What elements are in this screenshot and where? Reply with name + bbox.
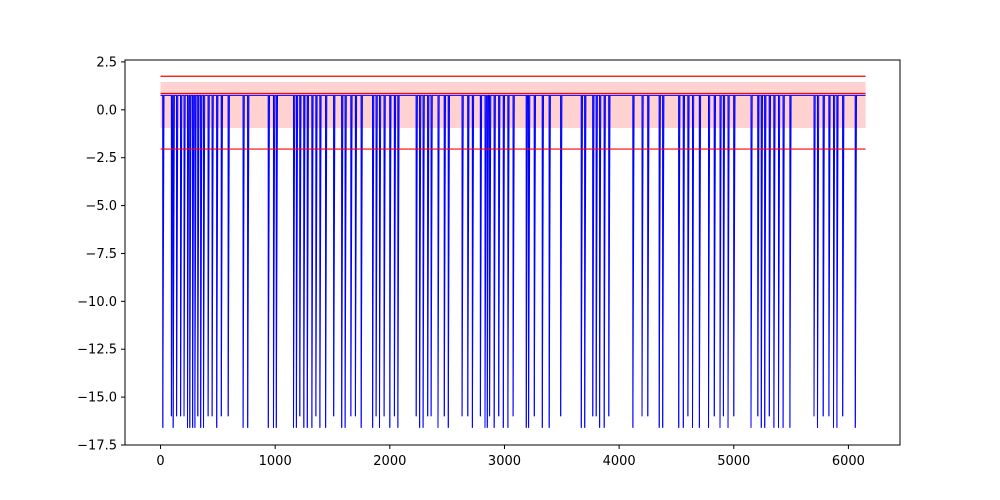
y-tick-label: 2.5 bbox=[96, 55, 117, 70]
signal-series-layer bbox=[160, 94, 866, 428]
x-tick-label: 0 bbox=[156, 454, 164, 469]
x-tick-label: 4000 bbox=[603, 454, 636, 469]
y-tick-label: −15.0 bbox=[77, 391, 117, 406]
y-tick-label: −7.5 bbox=[85, 247, 117, 262]
y-tick-label: −12.5 bbox=[77, 343, 117, 358]
reference-lines-layer bbox=[160, 75, 866, 150]
y-tick-label: −17.5 bbox=[77, 439, 117, 454]
x-tick-label: 3000 bbox=[488, 454, 521, 469]
y-tick-label: −2.5 bbox=[85, 151, 117, 166]
plot-frame bbox=[124, 59, 901, 446]
x-axis: 0 1000 2000 3000 4000 5000 6000 bbox=[156, 445, 865, 469]
y-axis: 2.5 0.0 −2.5 −5.0 −7.5 −10.0 −12.5 −15.0 −17.5 bbox=[77, 55, 125, 454]
x-tick-label: 5000 bbox=[717, 454, 750, 469]
x-tick-label: 1000 bbox=[259, 454, 292, 469]
x-tick-label: 2000 bbox=[373, 454, 406, 469]
y-tick-label: −10.0 bbox=[77, 295, 117, 310]
y-tick-label: 0.0 bbox=[96, 103, 117, 118]
y-tick-label: −5.0 bbox=[85, 199, 117, 214]
x-tick-label: 6000 bbox=[832, 454, 865, 469]
